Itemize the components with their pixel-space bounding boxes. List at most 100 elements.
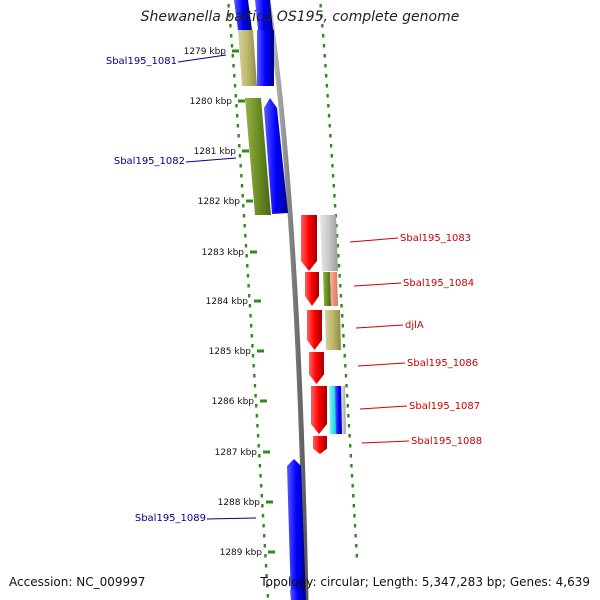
gene-label: Sbal195_1081 <box>106 56 177 67</box>
dot-left <box>230 44 234 48</box>
tick-label: 1283 kbp <box>202 248 245 258</box>
dot-left <box>256 434 260 438</box>
dot-left <box>255 404 258 408</box>
dot-right <box>320 14 323 18</box>
dot-right <box>345 384 348 388</box>
tick-mark <box>246 199 253 203</box>
gene-label: Sbal195_1084 <box>403 278 474 289</box>
dot-right <box>348 434 351 438</box>
dot-right <box>352 504 356 508</box>
dot-left <box>254 394 257 398</box>
tick-mark <box>250 250 257 254</box>
tick-label: 1279 kbp <box>184 47 227 57</box>
dot-left <box>246 274 250 278</box>
dot-right <box>351 484 354 488</box>
gene-Sbal195_1084-cog-a <box>323 272 331 306</box>
dot-right <box>346 404 349 408</box>
gene-Sbal195_1081-cog <box>238 30 257 86</box>
gene-Sbal195_1089 <box>287 459 306 600</box>
dot-right <box>321 24 324 28</box>
dot-right <box>327 114 331 118</box>
dot-left <box>252 364 255 368</box>
dot-left <box>244 234 247 238</box>
gene-label: djlA <box>405 320 424 331</box>
dot-right <box>355 544 358 548</box>
dot-right <box>355 554 359 558</box>
genome-summary-text: Topology: circular; Length: 5,347,283 bp… <box>260 575 590 589</box>
tick-label: 1289 kbp <box>220 548 263 558</box>
dot-right <box>353 524 357 528</box>
dot-left <box>230 34 233 38</box>
dot-right <box>328 124 331 128</box>
dot-left <box>235 114 239 118</box>
gene-feature <box>255 0 273 30</box>
leader-line <box>359 405 408 410</box>
tick-label: 1288 kbp <box>218 498 261 508</box>
gene-Sbal195_1087 <box>311 386 327 434</box>
dot-right <box>349 454 353 458</box>
dot-right <box>325 84 329 88</box>
dot-left <box>228 14 231 18</box>
tick-mark <box>242 149 249 153</box>
dot-right <box>347 414 350 418</box>
tick-label: 1286 kbp <box>212 397 255 407</box>
dot-right <box>333 204 337 208</box>
tick-label: 1284 kbp <box>206 297 249 307</box>
accession-text: Accession: NC_009997 <box>9 575 146 589</box>
tick-mark <box>266 500 273 504</box>
leader-line <box>357 362 406 367</box>
gene-label: Sbal195_1088 <box>411 436 482 447</box>
leader-line <box>349 237 399 243</box>
gene-Sbal195_1082 <box>264 98 288 214</box>
dot-left <box>229 24 232 28</box>
dot-right <box>350 464 353 468</box>
dot-right <box>333 194 336 198</box>
map-title: Shewanella baltica OS195, complete genom… <box>140 9 460 25</box>
dot-right <box>323 54 326 58</box>
dot-left <box>251 354 255 358</box>
dot-left <box>237 134 240 138</box>
dot-right <box>326 94 329 98</box>
dot-left <box>233 74 236 78</box>
tick-mark <box>254 299 261 303</box>
dot-left <box>232 64 235 68</box>
dot-left <box>240 174 243 178</box>
dot-right <box>319 4 322 8</box>
tick-mark <box>238 99 245 103</box>
dot-right <box>337 254 340 258</box>
dot-left <box>259 474 262 478</box>
dot-left <box>238 154 242 158</box>
dot-right <box>340 314 344 318</box>
dot-left <box>234 94 237 98</box>
dot-left <box>261 504 264 508</box>
dot-left <box>245 254 248 258</box>
dot-right <box>329 144 333 148</box>
dot-right <box>342 334 345 338</box>
dot-left <box>263 534 266 538</box>
dot-right <box>321 34 325 38</box>
dot-left <box>241 194 244 198</box>
tick-mark <box>268 550 275 554</box>
dot-left <box>249 314 252 318</box>
tick-label: 1280 kbp <box>190 97 233 107</box>
dot-left <box>250 334 254 338</box>
dot-left <box>247 284 250 288</box>
gene-Sbal195_1082-cog <box>245 98 271 215</box>
dot-left <box>255 414 259 418</box>
gene-djlA <box>307 310 322 350</box>
tick-label: 1281 kbp <box>194 147 237 157</box>
genome-backbone <box>265 0 309 600</box>
gene-label: Sbal195_1082 <box>114 156 185 167</box>
dot-left <box>259 484 263 488</box>
tick-marks <box>232 49 275 554</box>
dot-right <box>329 134 332 138</box>
gene-Sbal195_1084-cog-b <box>330 272 338 306</box>
dot-left <box>240 184 244 188</box>
dot-right <box>339 284 342 288</box>
dot-left <box>244 244 248 248</box>
gene-Sbal195_1084 <box>305 272 319 306</box>
dot-left <box>249 324 253 328</box>
dot-right <box>335 234 339 238</box>
dot-right <box>324 64 327 68</box>
